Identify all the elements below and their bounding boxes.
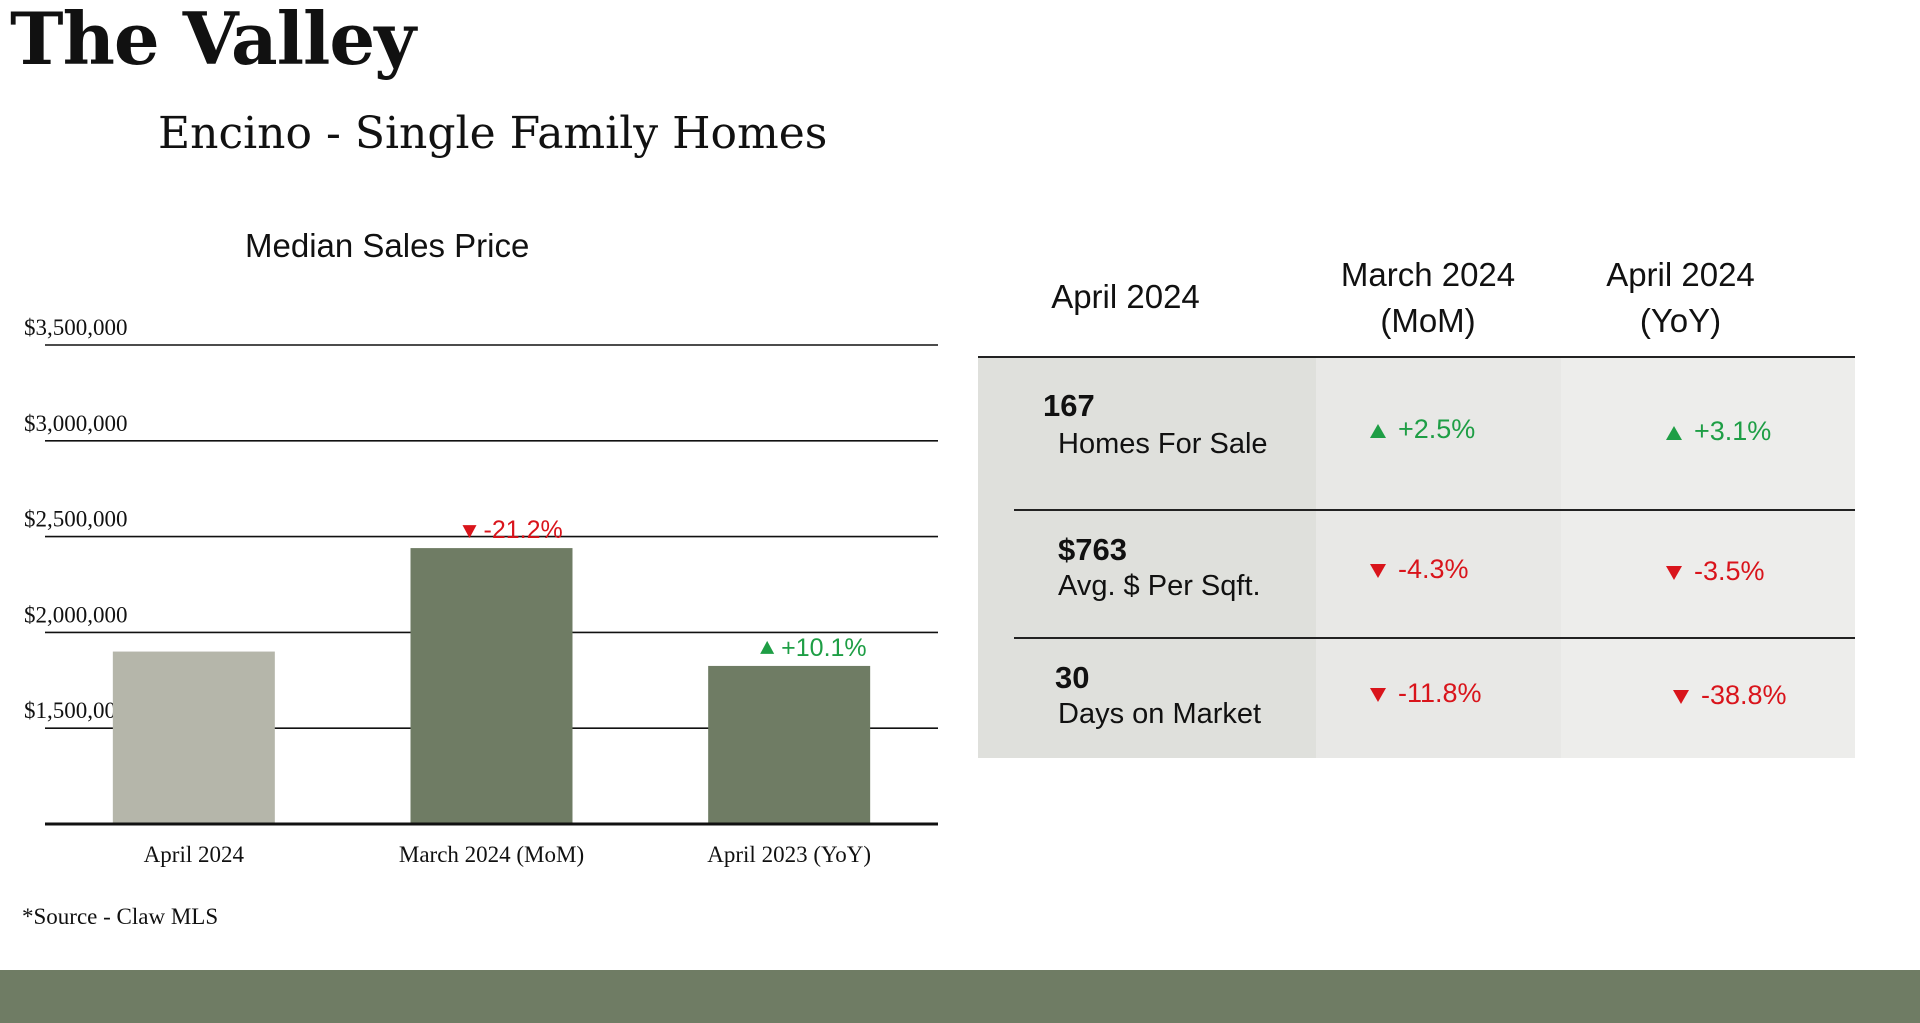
metric-value: 167: [1043, 388, 1095, 423]
table-header-mom: March 2024 (MoM): [1340, 256, 1516, 339]
metric-value: $763: [1058, 532, 1127, 567]
metric-label: Days on Market: [1058, 698, 1262, 730]
change-value: +2.5%: [1398, 414, 1476, 444]
metric-value: 30: [1055, 660, 1090, 695]
chart-title: Median Sales Price: [245, 227, 530, 264]
yoy-change: +3.1%: [1666, 416, 1771, 447]
table-header-current: April 2024: [1051, 278, 1200, 315]
table-column-current: [978, 358, 1316, 758]
change-value: -4.3%: [1398, 554, 1469, 584]
mom-change: +2.5%: [1370, 414, 1475, 445]
page-subtitle: Encino - Single Family Homes: [158, 108, 828, 159]
arrow-down-icon: [1673, 689, 1689, 704]
y-tick-label: $2,500,000: [24, 507, 128, 532]
metric-label: Avg. $ Per Sqft.: [1058, 570, 1261, 602]
change-value: +3.1%: [1694, 416, 1772, 446]
x-tick-label: March 2024 (MoM): [399, 842, 584, 867]
bar: [708, 665, 871, 824]
table-header-yoy: April 2024 (YoY): [1606, 256, 1755, 339]
table-column-mom: [1316, 358, 1561, 758]
table-header-divider: [978, 356, 1855, 358]
data-label: -21.2%: [484, 516, 563, 544]
row-divider: [1014, 637, 1855, 639]
data-label: +10.1%: [781, 634, 867, 662]
y-tick-label: $2,000,000: [24, 602, 128, 627]
footer-bar: [0, 970, 1920, 1023]
y-tick-label: $3,500,000: [24, 315, 128, 340]
metric-label: Homes For Sale: [1058, 428, 1268, 460]
row-divider: [1014, 509, 1855, 511]
change-value: -11.8%: [1398, 678, 1482, 708]
arrow-down-icon: [1666, 565, 1682, 580]
y-tick-label: $3,000,000: [24, 411, 128, 436]
change-value: -38.8%: [1701, 680, 1787, 710]
arrow-up-icon: [760, 640, 775, 654]
y-tick-label: $1,500,000: [24, 698, 128, 723]
bar: [410, 548, 573, 824]
table-column-yoy: [1561, 358, 1855, 758]
arrow-down-icon: [1370, 563, 1386, 578]
arrow-up-icon: [1370, 423, 1386, 438]
yoy-change: -38.8%: [1673, 680, 1787, 711]
arrow-down-icon: [1370, 687, 1386, 702]
median-sales-price-chart: $3,500,000 $3,000,000 $2,500,000 $2,000,000…: [24, 315, 938, 867]
mom-change: -11.8%: [1370, 678, 1482, 709]
source-note: *Source - Claw MLS: [22, 904, 219, 929]
change-value: -3.5%: [1694, 556, 1765, 586]
arrow-up-icon: [1666, 425, 1682, 440]
region-title: The Valley: [10, 0, 416, 81]
mom-change: -4.3%: [1370, 554, 1469, 585]
bar: [112, 651, 275, 824]
yoy-change: -3.5%: [1666, 556, 1765, 587]
arrow-down-icon: [462, 525, 477, 539]
x-tick-label: April 2023 (YoY): [707, 842, 871, 867]
x-tick-label: April 2024: [144, 842, 245, 867]
